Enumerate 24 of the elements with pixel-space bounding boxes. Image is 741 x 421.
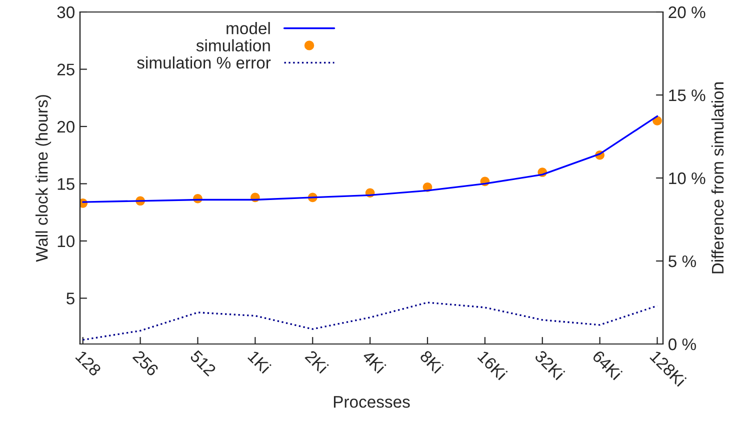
x-tick-label: 8Ki [419,349,444,374]
legend-label: simulation [196,39,270,52]
legend-label: model [226,22,270,34]
x-tick-label: 128 [75,350,102,377]
y2-tick-label: 15 % [669,89,706,102]
x-tick-label: 4Ki [362,349,386,374]
x-tick-label: 2Ki [304,349,329,374]
y2-axis-title: Difference from simulation [711,82,724,274]
x-tick-label: 1Ki [248,350,272,374]
y2-tick-label: 10 % [669,172,706,184]
legend-label: simulation % error [137,56,271,69]
y2-tick-label: 5 % [668,255,696,268]
y2-tick-label: 0 % [668,338,696,350]
y-tick-label: 20 [57,120,74,133]
x-tick-label: 512 [190,350,217,377]
y-tick-label: 30 [57,6,74,18]
y-tick-label: 25 [57,64,74,76]
y2-tick-label: 20 % [668,6,706,18]
y-tick-label: 10 [58,235,74,248]
y-tick-label: 5 [66,292,74,304]
y-axis-title: Wall clock time (hours) [36,95,52,262]
x-tick-label: 256 [132,350,160,377]
y-tick-label: 15 [58,178,74,190]
x-axis-title: Processes [334,396,410,408]
